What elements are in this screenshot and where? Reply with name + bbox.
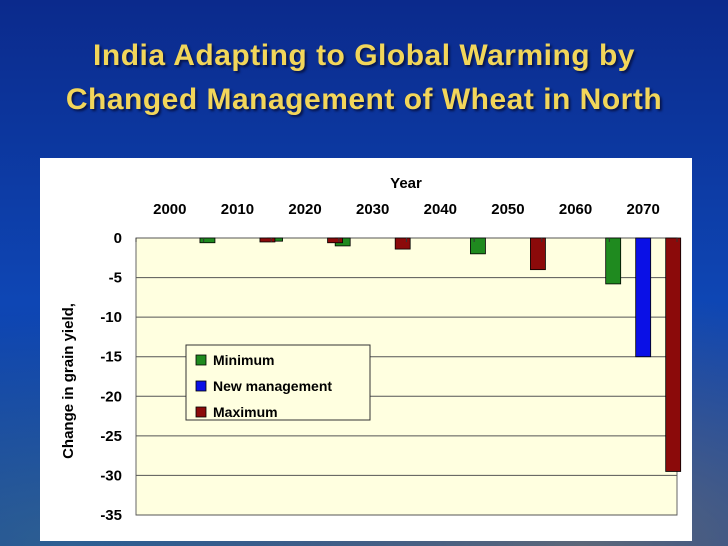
- bar-maximum: [259, 237, 276, 243]
- legend-box: [185, 344, 371, 421]
- x-tick-label: 2070: [627, 201, 660, 218]
- y-tick-label: -10: [100, 309, 122, 326]
- x-tick-label: 2030: [356, 201, 389, 218]
- y-tick-labels: 0 -5 -10 -15 -20 -25 -30 -35: [100, 230, 122, 524]
- bar-minimum: [470, 237, 486, 255]
- legend-label: Maximum: [213, 404, 278, 420]
- y-tick-label: -15: [100, 349, 122, 366]
- x-tick-labels: 2000 2010 2020 2030 2040 2050 2060 2070: [135, 201, 678, 242]
- bar-maximum: [394, 237, 411, 250]
- legend-label: Minimum: [213, 352, 274, 368]
- x-tick-label: 2020: [288, 201, 321, 218]
- bar-new-management: [635, 237, 652, 358]
- y-tick-label: -25: [100, 428, 122, 445]
- bars: [199, 237, 682, 472]
- x-tick-label: 2000: [153, 201, 186, 218]
- slide-title-line2: Changed Management of Wheat in North: [65, 83, 663, 116]
- x-tick-label: 2050: [491, 201, 524, 218]
- y-tick-label: -30: [100, 467, 122, 484]
- chart-panel: 0 -5 -10 -15 -20 -25 -30 -35 2000 2010 2020 2030 20…: [40, 158, 692, 541]
- legend: Minimum New management Maximum: [185, 344, 371, 421]
- bar-maximum: [665, 237, 682, 472]
- bar-maximum: [327, 237, 343, 244]
- x-tick-label: 2010: [221, 201, 254, 218]
- y-tick-label: -20: [100, 388, 122, 405]
- legend-swatch: [195, 380, 207, 392]
- x-tick-label: 2060: [559, 201, 592, 218]
- gridlines: [136, 237, 677, 516]
- bar-chart: 0-5-10-15-20-25-30-35 2000 2010 2020 2030 20…: [60, 175, 682, 524]
- x-tick-label: 2040: [424, 201, 457, 218]
- y-axis-label: Change in grain yield,: [60, 303, 77, 459]
- bar-minimum: [199, 237, 216, 244]
- bar-minimum: [605, 237, 622, 285]
- y-tick-label: 0: [114, 230, 122, 247]
- slide-title-line1: India Adapting to Global Warming by: [93, 39, 635, 72]
- bar-maximum: [530, 237, 546, 271]
- legend-swatch: [195, 406, 207, 418]
- x-axis-label: Year: [390, 175, 422, 192]
- legend-swatch: [195, 354, 207, 366]
- slide-title: India Adapting to Global Warming by Chan…: [0, 34, 728, 122]
- y-tick-label: -35: [100, 507, 122, 524]
- y-tick-label: -5: [109, 270, 122, 287]
- legend-label: New management: [213, 378, 332, 394]
